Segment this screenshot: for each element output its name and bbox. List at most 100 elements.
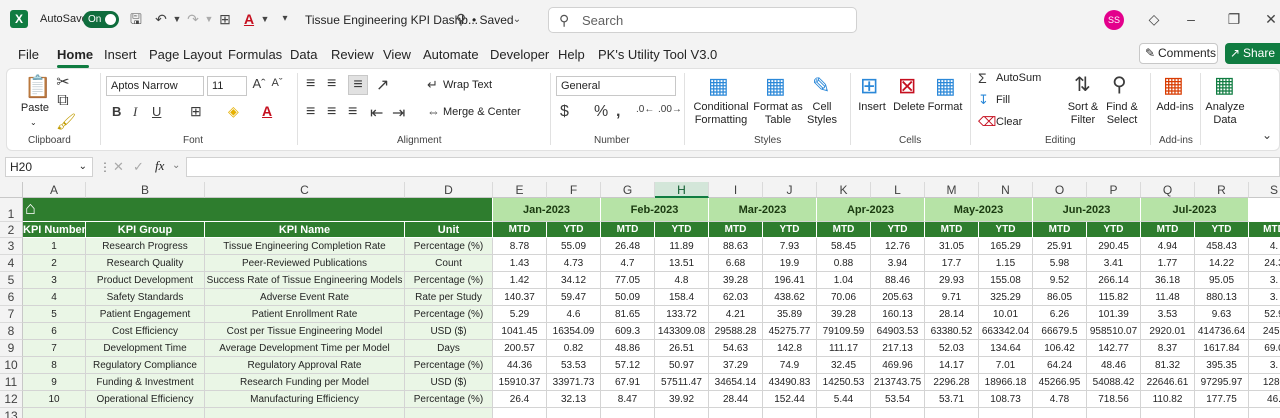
formula-input[interactable] xyxy=(186,157,1280,177)
kpi-value-cell[interactable]: 88.63 xyxy=(709,238,763,255)
borders-icon[interactable]: ⊞ xyxy=(190,103,202,119)
kpi-value-cell[interactable]: 50.97 xyxy=(655,357,709,374)
percent-icon[interactable]: % xyxy=(594,103,609,120)
kpi-info-cell[interactable]: Average Development Time per Model xyxy=(205,340,405,357)
home-icon[interactable]: ⌂ xyxy=(25,198,36,218)
cancel-icon[interactable]: ✕ xyxy=(113,159,124,174)
mtd-ytd-header[interactable]: MTD xyxy=(601,222,655,238)
customize-toolbar-icon[interactable]: ▾ xyxy=(282,13,288,24)
mtd-ytd-header[interactable]: YTD xyxy=(655,222,709,238)
row-header-4[interactable]: 4 xyxy=(0,255,23,272)
kpi-value-cell[interactable]: 0.88 xyxy=(817,255,871,272)
analyze-data-icon[interactable]: ▦ xyxy=(1214,72,1235,97)
kpi-value-cell[interactable]: 28.44 xyxy=(709,391,763,408)
insert-cells-button[interactable]: Insert xyxy=(858,101,886,113)
kpi-value-cell[interactable]: 155.08 xyxy=(979,272,1033,289)
kpi-info-cell[interactable]: 2 xyxy=(23,255,86,272)
column-header-f[interactable]: F xyxy=(547,182,601,198)
kpi-value-cell[interactable]: 77.05 xyxy=(601,272,655,289)
menu-page-layout[interactable]: Page Layout xyxy=(149,47,223,62)
column-header-p[interactable]: P xyxy=(1087,182,1141,198)
autosave-toggle[interactable]: On xyxy=(83,11,119,28)
fill-color-icon[interactable]: ◈ xyxy=(228,103,239,119)
kpi-value-cell[interactable]: 29.93 xyxy=(925,272,979,289)
align-top-icon[interactable]: ≡ xyxy=(306,75,316,92)
kpi-info-cell[interactable]: Funding & Investment xyxy=(86,374,205,391)
saved-status[interactable]: • Saved xyxy=(472,13,514,27)
kpi-info-cell[interactable]: Peer-Reviewed Publications xyxy=(205,255,405,272)
increase-indent-icon[interactable]: ⇥ xyxy=(392,105,406,122)
kpi-value-cell[interactable]: 67.91 xyxy=(601,374,655,391)
kpi-value-cell[interactable]: 8.78 xyxy=(493,238,547,255)
kpi-value-cell[interactable]: 101.39 xyxy=(1087,306,1141,323)
kpi-value-cell[interactable]: 24.3 xyxy=(1249,255,1280,272)
kpi-value-cell[interactable]: 26.51 xyxy=(655,340,709,357)
sort-filter-button[interactable]: Sort & Filter xyxy=(1064,101,1102,127)
row-header-10[interactable]: 10 xyxy=(0,357,23,374)
kpi-info-cell[interactable]: Success Rate of Tissue Engineering Model… xyxy=(205,272,405,289)
kpi-value-cell[interactable]: 1.77 xyxy=(1141,255,1195,272)
kpi-value-cell[interactable]: 395.35 xyxy=(1195,357,1249,374)
row-header-9[interactable]: 9 xyxy=(0,340,23,357)
kpi-value-cell[interactable]: 37.29 xyxy=(709,357,763,374)
kpi-info-cell[interactable]: Adverse Event Rate xyxy=(205,289,405,306)
kpi-value-cell[interactable]: 9.52 xyxy=(1033,272,1087,289)
kpi-value-cell[interactable]: 39.28 xyxy=(817,306,871,323)
kpi-value-cell[interactable]: 2296.28 xyxy=(925,374,979,391)
column-header-e[interactable]: E xyxy=(493,182,547,198)
find-select-icon[interactable]: ⚲ xyxy=(1112,74,1127,96)
kpi-value-cell[interactable]: 196.41 xyxy=(763,272,817,289)
bold-icon[interactable]: B xyxy=(112,104,122,119)
mtd-ytd-header[interactable]: MTD xyxy=(1141,222,1195,238)
cell-styles-icon[interactable]: ✎ xyxy=(812,73,831,98)
empty-cell[interactable] xyxy=(655,408,709,418)
empty-cell[interactable] xyxy=(405,408,493,418)
kpi-info-cell[interactable]: 1 xyxy=(23,238,86,255)
kpi-value-cell[interactable]: 4.21 xyxy=(709,306,763,323)
kpi-value-cell[interactable]: 133.72 xyxy=(655,306,709,323)
merge-center-button[interactable]: Merge & Center xyxy=(443,106,521,118)
kpi-info-cell[interactable]: Manufacturing Efficiency xyxy=(205,391,405,408)
kpi-value-cell[interactable]: 5.29 xyxy=(493,306,547,323)
align-right-icon[interactable]: ≡ xyxy=(348,103,358,120)
kpi-value-cell[interactable]: 95.05 xyxy=(1195,272,1249,289)
kpi-info-cell[interactable]: Cost Efficiency xyxy=(86,323,205,340)
month-header[interactable]: Feb-2023 xyxy=(601,198,709,222)
find-select-button[interactable]: Find & Select xyxy=(1102,101,1142,127)
kpi-value-cell[interactable]: 290.45 xyxy=(1087,238,1141,255)
kpi-info-cell[interactable]: 4 xyxy=(23,289,86,306)
kpi-value-cell[interactable]: 4.8 xyxy=(655,272,709,289)
align-center-icon[interactable]: ≡ xyxy=(327,103,337,120)
kpi-value-cell[interactable]: 108.73 xyxy=(979,391,1033,408)
kpi-value-cell[interactable]: 663342.04 xyxy=(979,323,1033,340)
format-cells-button[interactable]: Format xyxy=(927,101,963,113)
mtd-ytd-header[interactable]: MTD xyxy=(493,222,547,238)
kpi-value-cell[interactable]: 86.05 xyxy=(1033,289,1087,306)
empty-cell[interactable] xyxy=(1087,408,1141,418)
month-header[interactable]: Jul-2023 xyxy=(1141,198,1249,222)
kpi-value-cell[interactable]: 1041.45 xyxy=(493,323,547,340)
kpi-value-cell[interactable]: 266.14 xyxy=(1087,272,1141,289)
month-header[interactable]: May-2023 xyxy=(925,198,1033,222)
kpi-value-cell[interactable]: 63380.52 xyxy=(925,323,979,340)
kpi-value-cell[interactable]: 54.63 xyxy=(709,340,763,357)
search-box[interactable]: ⚲ Search xyxy=(548,7,857,33)
row-header-8[interactable]: 8 xyxy=(0,323,23,340)
kpi-value-cell[interactable]: 53.53 xyxy=(547,357,601,374)
kpi-value-cell[interactable]: 19.9 xyxy=(763,255,817,272)
row-header-12[interactable]: 12 xyxy=(0,391,23,408)
kpi-value-cell[interactable]: 3.53 xyxy=(1141,306,1195,323)
kpi-value-cell[interactable]: 79109.59 xyxy=(817,323,871,340)
menu-pk-utility[interactable]: PK's Utility Tool V3.0 xyxy=(598,47,718,62)
kpi-value-cell[interactable]: 158.4 xyxy=(655,289,709,306)
select-all-corner[interactable] xyxy=(0,182,23,198)
column-header-b[interactable]: B xyxy=(86,182,205,198)
month-header[interactable]: Jan-2023 xyxy=(493,198,601,222)
kpi-value-cell[interactable]: 160.13 xyxy=(871,306,925,323)
name-box[interactable]: H20 ⌄ xyxy=(5,157,93,177)
empty-cell[interactable] xyxy=(1141,408,1195,418)
kpi-value-cell[interactable]: 213743.75 xyxy=(871,374,925,391)
sensitivity-icon[interactable]: ⚲ xyxy=(455,11,467,27)
menu-file[interactable]: File xyxy=(18,47,39,62)
orientation-icon[interactable]: ↗ xyxy=(376,77,390,94)
